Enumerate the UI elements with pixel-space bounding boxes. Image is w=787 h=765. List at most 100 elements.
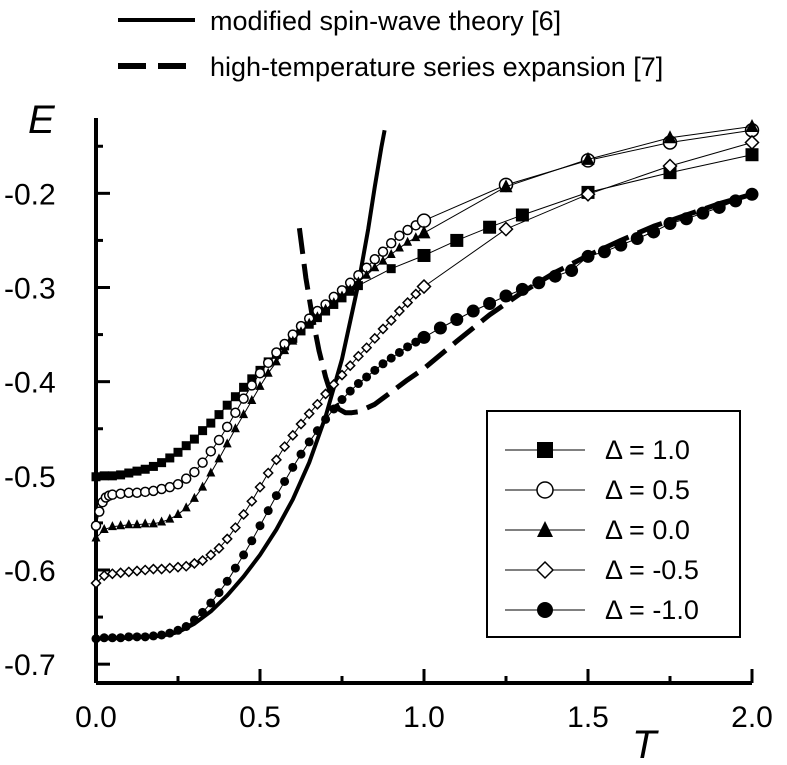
point-filled-circle bbox=[329, 404, 339, 414]
point-filled-circle bbox=[565, 264, 579, 278]
point-filled-circle bbox=[450, 313, 464, 327]
point-filled-triangle bbox=[165, 513, 175, 523]
x-tick-label: 0.5 bbox=[239, 701, 281, 734]
point-filled-square bbox=[132, 466, 142, 476]
point-filled-circle bbox=[403, 342, 413, 352]
x-axis-title: T bbox=[632, 723, 659, 765]
point-filled-triangle bbox=[140, 518, 150, 528]
point-open-diamond bbox=[352, 350, 364, 362]
point-open-circle bbox=[271, 347, 282, 358]
point-filled-square bbox=[173, 447, 183, 457]
point-filled-circle bbox=[679, 212, 693, 226]
point-filled-triangle bbox=[394, 242, 404, 252]
legend-label: Δ = 1.0 bbox=[605, 435, 690, 465]
point-open-diamond bbox=[139, 564, 151, 576]
point-open-circle bbox=[262, 357, 274, 369]
point-filled-triangle bbox=[362, 269, 372, 279]
point-open-circle bbox=[536, 481, 554, 499]
point-filled-triangle bbox=[337, 290, 347, 300]
point-open-diamond bbox=[287, 429, 299, 441]
point-filled-square bbox=[189, 434, 199, 444]
point-filled-circle bbox=[271, 491, 281, 501]
point-open-circle bbox=[180, 473, 192, 484]
point-filled-circle bbox=[222, 576, 232, 586]
point-filled-triangle bbox=[321, 303, 331, 313]
point-filled-square bbox=[157, 458, 167, 468]
point-open-circle bbox=[238, 393, 249, 404]
point-filled-circle bbox=[239, 550, 249, 560]
point-filled-square bbox=[537, 442, 553, 458]
point-filled-triangle bbox=[386, 249, 396, 259]
point-filled-square bbox=[140, 464, 150, 474]
point-filled-circle bbox=[263, 506, 273, 516]
point-open-diamond bbox=[402, 297, 414, 309]
point-open-diamond bbox=[279, 441, 291, 453]
point-filled-triangle bbox=[403, 236, 413, 246]
point-filled-triangle bbox=[198, 481, 208, 491]
point-filled-triangle bbox=[91, 532, 101, 542]
point-open-circle bbox=[94, 506, 105, 517]
point-filled-circle bbox=[140, 632, 150, 642]
point-open-diamond bbox=[188, 557, 200, 569]
point-filled-circle bbox=[532, 276, 546, 290]
point-filled-triangle bbox=[581, 151, 595, 165]
point-filled-circle bbox=[321, 414, 331, 424]
point-open-diamond bbox=[172, 561, 184, 573]
point-filled-circle bbox=[255, 521, 265, 531]
x-tick-label: 2.0 bbox=[731, 701, 773, 734]
point-open-diamond bbox=[369, 332, 381, 344]
point-open-circle bbox=[246, 380, 258, 391]
y-tick-label: -0.4 bbox=[4, 367, 56, 400]
point-filled-circle bbox=[394, 347, 404, 357]
y-tick-label: -0.3 bbox=[4, 273, 56, 306]
point-filled-square bbox=[124, 468, 134, 478]
point-filled-circle bbox=[433, 321, 447, 335]
point-open-diamond bbox=[164, 562, 176, 574]
point-filled-triangle bbox=[304, 317, 314, 327]
point-filled-triangle bbox=[206, 467, 216, 477]
point-filled-triangle bbox=[173, 508, 183, 518]
point-filled-square bbox=[214, 410, 224, 420]
point-filled-circle bbox=[378, 359, 388, 369]
point-open-diamond bbox=[303, 408, 315, 420]
point-filled-triangle bbox=[247, 395, 257, 404]
point-open-circle bbox=[189, 466, 200, 478]
legend-entry: Δ = 0.5 bbox=[505, 475, 690, 505]
point-filled-triangle bbox=[271, 356, 281, 366]
legend-label: Δ = 0.5 bbox=[605, 475, 690, 505]
point-open-circle bbox=[416, 213, 432, 228]
x-tick-label: 1.5 bbox=[567, 701, 609, 734]
point-open-diamond bbox=[270, 454, 282, 466]
point-open-diamond bbox=[213, 542, 225, 554]
point-filled-square bbox=[247, 374, 257, 384]
point-open-diamond bbox=[147, 563, 159, 575]
point-filled-square bbox=[222, 400, 232, 410]
point-open-diamond bbox=[197, 555, 209, 567]
point-open-diamond bbox=[410, 288, 422, 300]
point-open-diamond bbox=[344, 360, 356, 372]
point-open-circle bbox=[230, 407, 241, 418]
legend-entry: Δ = -1.0 bbox=[505, 595, 699, 625]
point-filled-square bbox=[148, 461, 158, 471]
point-filled-triangle bbox=[353, 276, 363, 286]
series-legend-box bbox=[486, 410, 741, 638]
point-filled-circle bbox=[370, 365, 380, 375]
point-filled-triangle bbox=[263, 367, 273, 377]
point-filled-circle bbox=[230, 563, 240, 573]
point-filled-triangle bbox=[222, 438, 232, 448]
point-filled-circle bbox=[663, 216, 677, 230]
point-open-diamond bbox=[106, 568, 118, 580]
point-filled-circle bbox=[597, 245, 611, 259]
point-filled-circle bbox=[99, 633, 109, 643]
point-filled-circle bbox=[548, 269, 562, 283]
point-open-diamond bbox=[662, 158, 678, 174]
point-filled-square bbox=[165, 453, 175, 463]
curve-legend-label-dashed: high-temperature series expansion [7] bbox=[210, 52, 663, 82]
point-open-circle bbox=[385, 237, 397, 249]
point-filled-triangle bbox=[132, 519, 142, 529]
point-filled-circle bbox=[537, 602, 553, 618]
point-filled-square bbox=[353, 281, 363, 291]
point-filled-triangle bbox=[214, 453, 224, 463]
point-open-diamond bbox=[131, 565, 143, 577]
point-open-circle bbox=[254, 367, 266, 379]
